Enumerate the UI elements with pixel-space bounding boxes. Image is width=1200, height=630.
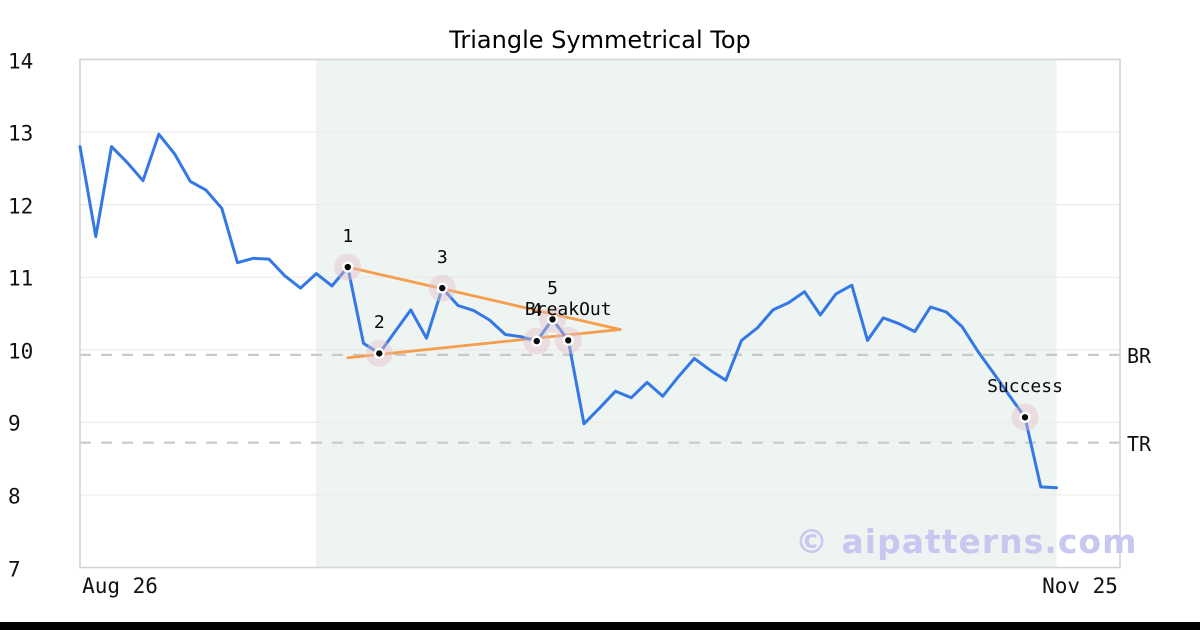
point-label-3: 3 <box>436 247 448 269</box>
y-tick-label: 11 <box>8 266 34 291</box>
pattern-point-dot <box>436 282 448 294</box>
point-label-2: 2 <box>373 312 385 334</box>
level-label-tr: TR <box>1127 431 1152 456</box>
trendline-upper <box>346 265 622 331</box>
point-label-success: Success <box>987 376 1063 398</box>
point-label-5: 5 <box>547 278 558 300</box>
level-label-br: BR <box>1127 343 1152 368</box>
y-tick-label: 12 <box>8 194 34 219</box>
trendline-lower <box>346 328 622 360</box>
bottom-bar <box>0 622 1200 630</box>
x-tick-label: Aug 26 <box>82 574 158 598</box>
y-tick-label: 8 <box>8 484 21 509</box>
y-tick-label: 10 <box>8 339 34 364</box>
y-tick-label: 13 <box>8 121 34 146</box>
pattern-point-dot <box>1019 411 1031 423</box>
y-tick-label: 14 <box>8 49 34 73</box>
x-tick-label: Nov 25 <box>1042 574 1118 598</box>
pattern-shade <box>316 59 1057 568</box>
point-label-1: 1 <box>342 226 354 248</box>
point-label-breakout: BreakOut <box>524 299 612 321</box>
point-label-4: 4 <box>531 300 543 322</box>
plot-border <box>79 58 1121 569</box>
watermark: © aipatterns.com <box>795 522 1138 561</box>
chart-title: Triangle Symmetrical Top <box>449 26 751 54</box>
pattern-point-dot <box>373 347 385 360</box>
pattern-point-dot <box>342 261 354 273</box>
pattern-point-dot <box>531 335 543 347</box>
y-tick-label: 9 <box>8 411 21 436</box>
pattern-point-dot <box>546 313 559 325</box>
pattern-point-dot <box>562 334 574 346</box>
y-tick-label: 7 <box>8 557 21 581</box>
